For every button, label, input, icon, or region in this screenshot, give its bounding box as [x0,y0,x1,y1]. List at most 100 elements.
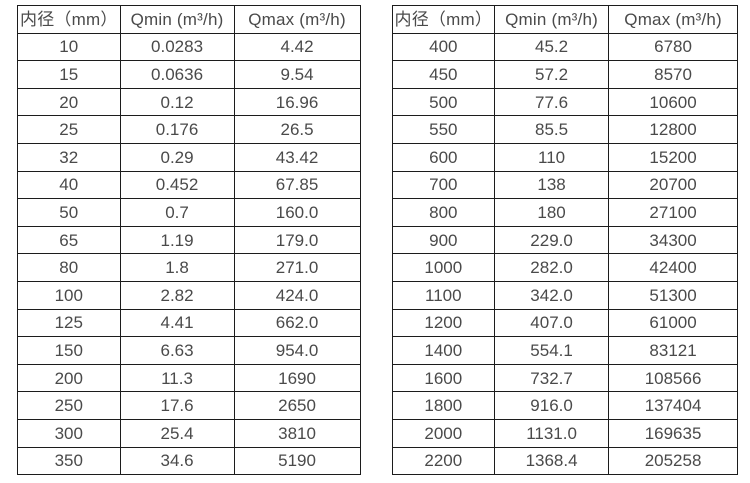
table-cell: 3810 [233,418,361,448]
table-cell: 26.5 [233,115,361,144]
table-cell: 15 [17,60,121,89]
column-header: 内径（mm） [391,5,496,34]
table-cell: 662.0 [233,308,361,338]
table-cell: 1800 [391,391,496,420]
table-cell: 65 [17,225,121,255]
table-cell: 4.41 [119,308,235,338]
table-cell: 45.2 [494,32,610,62]
table-row: 300 25.4 3810 [17,418,361,448]
column-header: Qmin (m³/h) [119,5,235,34]
table-row: 10 0.0283 4.42 [17,32,361,62]
table-row: 150 6.63 954.0 [17,336,361,365]
table-cell: 205258 [608,446,739,476]
table-row: 2200 1368.4 205258 [391,446,739,476]
table-body: 400 45.2 6780 450 57.2 8570 500 77.6 10600 550 85.… [391,32,739,476]
table-row: 700 138 20700 [391,170,739,200]
table-cell: 250 [17,391,121,420]
table-cell: 57.2 [494,60,610,89]
table-cell: 6.63 [119,336,235,365]
table-cell: 407.0 [494,308,610,338]
table-row: 1100 342.0 51300 [391,280,739,310]
table-cell: 12800 [608,115,739,144]
table-row: 600 110 15200 [391,142,739,172]
table-cell: 32 [17,142,121,172]
table-row: 2000 1131.0 169635 [391,418,739,448]
table-row: 550 85.5 12800 [391,115,739,144]
table-cell: 125 [17,308,121,338]
table-row: 800 180 27100 [391,198,739,227]
table-cell: 50 [17,198,121,227]
table-cell: 0.0636 [119,60,235,89]
table-cell: 85.5 [494,115,610,144]
table-cell: 179.0 [233,225,361,255]
table-header-row: 内径（mm） Qmin (m³/h) Qmax (m³/h) [17,5,361,34]
table-cell: 1200 [391,308,496,338]
table-cell: 500 [391,87,496,117]
table-row: 50 0.7 160.0 [17,198,361,227]
table-row: 25 0.176 26.5 [17,115,361,144]
table-row: 1000 282.0 42400 [391,253,739,282]
table-cell: 20700 [608,170,739,200]
table-row: 500 77.6 10600 [391,87,739,117]
table-cell: 137404 [608,391,739,420]
table-cell: 916.0 [494,391,610,420]
table-cell: 200 [17,363,121,393]
table-cell: 77.6 [494,87,610,117]
table-cell: 180 [494,198,610,227]
table-cell: 10 [17,32,121,62]
table-cell: 83121 [608,336,739,365]
table-cell: 424.0 [233,280,361,310]
table-cell: 110 [494,142,610,172]
table-cell: 1.19 [119,225,235,255]
table-cell: 150 [17,336,121,365]
table-cell: 0.7 [119,198,235,227]
table-cell: 271.0 [233,253,361,282]
table-cell: 732.7 [494,363,610,393]
table-row: 1400 554.1 83121 [391,336,739,365]
table-row: 20 0.12 16.96 [17,87,361,117]
table-row: 350 34.6 5190 [17,446,361,476]
flow-table-small-diameters: 内径（mm） Qmin (m³/h) Qmax (m³/h) 10 0.0283 4.4… [17,5,361,476]
table-row: 200 11.3 1690 [17,363,361,393]
table-cell: 34300 [608,225,739,255]
column-header: Qmax (m³/h) [608,5,739,34]
table-cell: 954.0 [233,336,361,365]
column-header: Qmin (m³/h) [494,5,610,34]
table-cell: 1.8 [119,253,235,282]
table-cell: 34.6 [119,446,235,476]
table-cell: 0.12 [119,87,235,117]
table-cell: 2200 [391,446,496,476]
table-row: 32 0.29 43.42 [17,142,361,172]
table-row: 1800 916.0 137404 [391,391,739,420]
table-cell: 0.176 [119,115,235,144]
table-cell: 900 [391,225,496,255]
table-cell: 20 [17,87,121,117]
table-row: 250 17.6 2650 [17,391,361,420]
table-cell: 27100 [608,198,739,227]
table-header-row: 内径（mm） Qmin (m³/h) Qmax (m³/h) [391,5,739,34]
table-cell: 4.42 [233,32,361,62]
table-cell: 0.29 [119,142,235,172]
table-row: 80 1.8 271.0 [17,253,361,282]
table-cell: 25.4 [119,418,235,448]
table-cell: 554.1 [494,336,610,365]
table-cell: 350 [17,446,121,476]
table-cell: 100 [17,280,121,310]
table-cell: 450 [391,60,496,89]
table-cell: 67.85 [233,170,361,200]
table-cell: 229.0 [494,225,610,255]
table-cell: 17.6 [119,391,235,420]
table-cell: 2000 [391,418,496,448]
table-row: 40 0.452 67.85 [17,170,361,200]
table-cell: 0.452 [119,170,235,200]
table-cell: 15200 [608,142,739,172]
table-cell: 700 [391,170,496,200]
table-cell: 160.0 [233,198,361,227]
table-cell: 550 [391,115,496,144]
table-cell: 11.3 [119,363,235,393]
table-cell: 42400 [608,253,739,282]
table-cell: 61000 [608,308,739,338]
table-cell: 8570 [608,60,739,89]
table-cell: 10600 [608,87,739,117]
table-cell: 2.82 [119,280,235,310]
